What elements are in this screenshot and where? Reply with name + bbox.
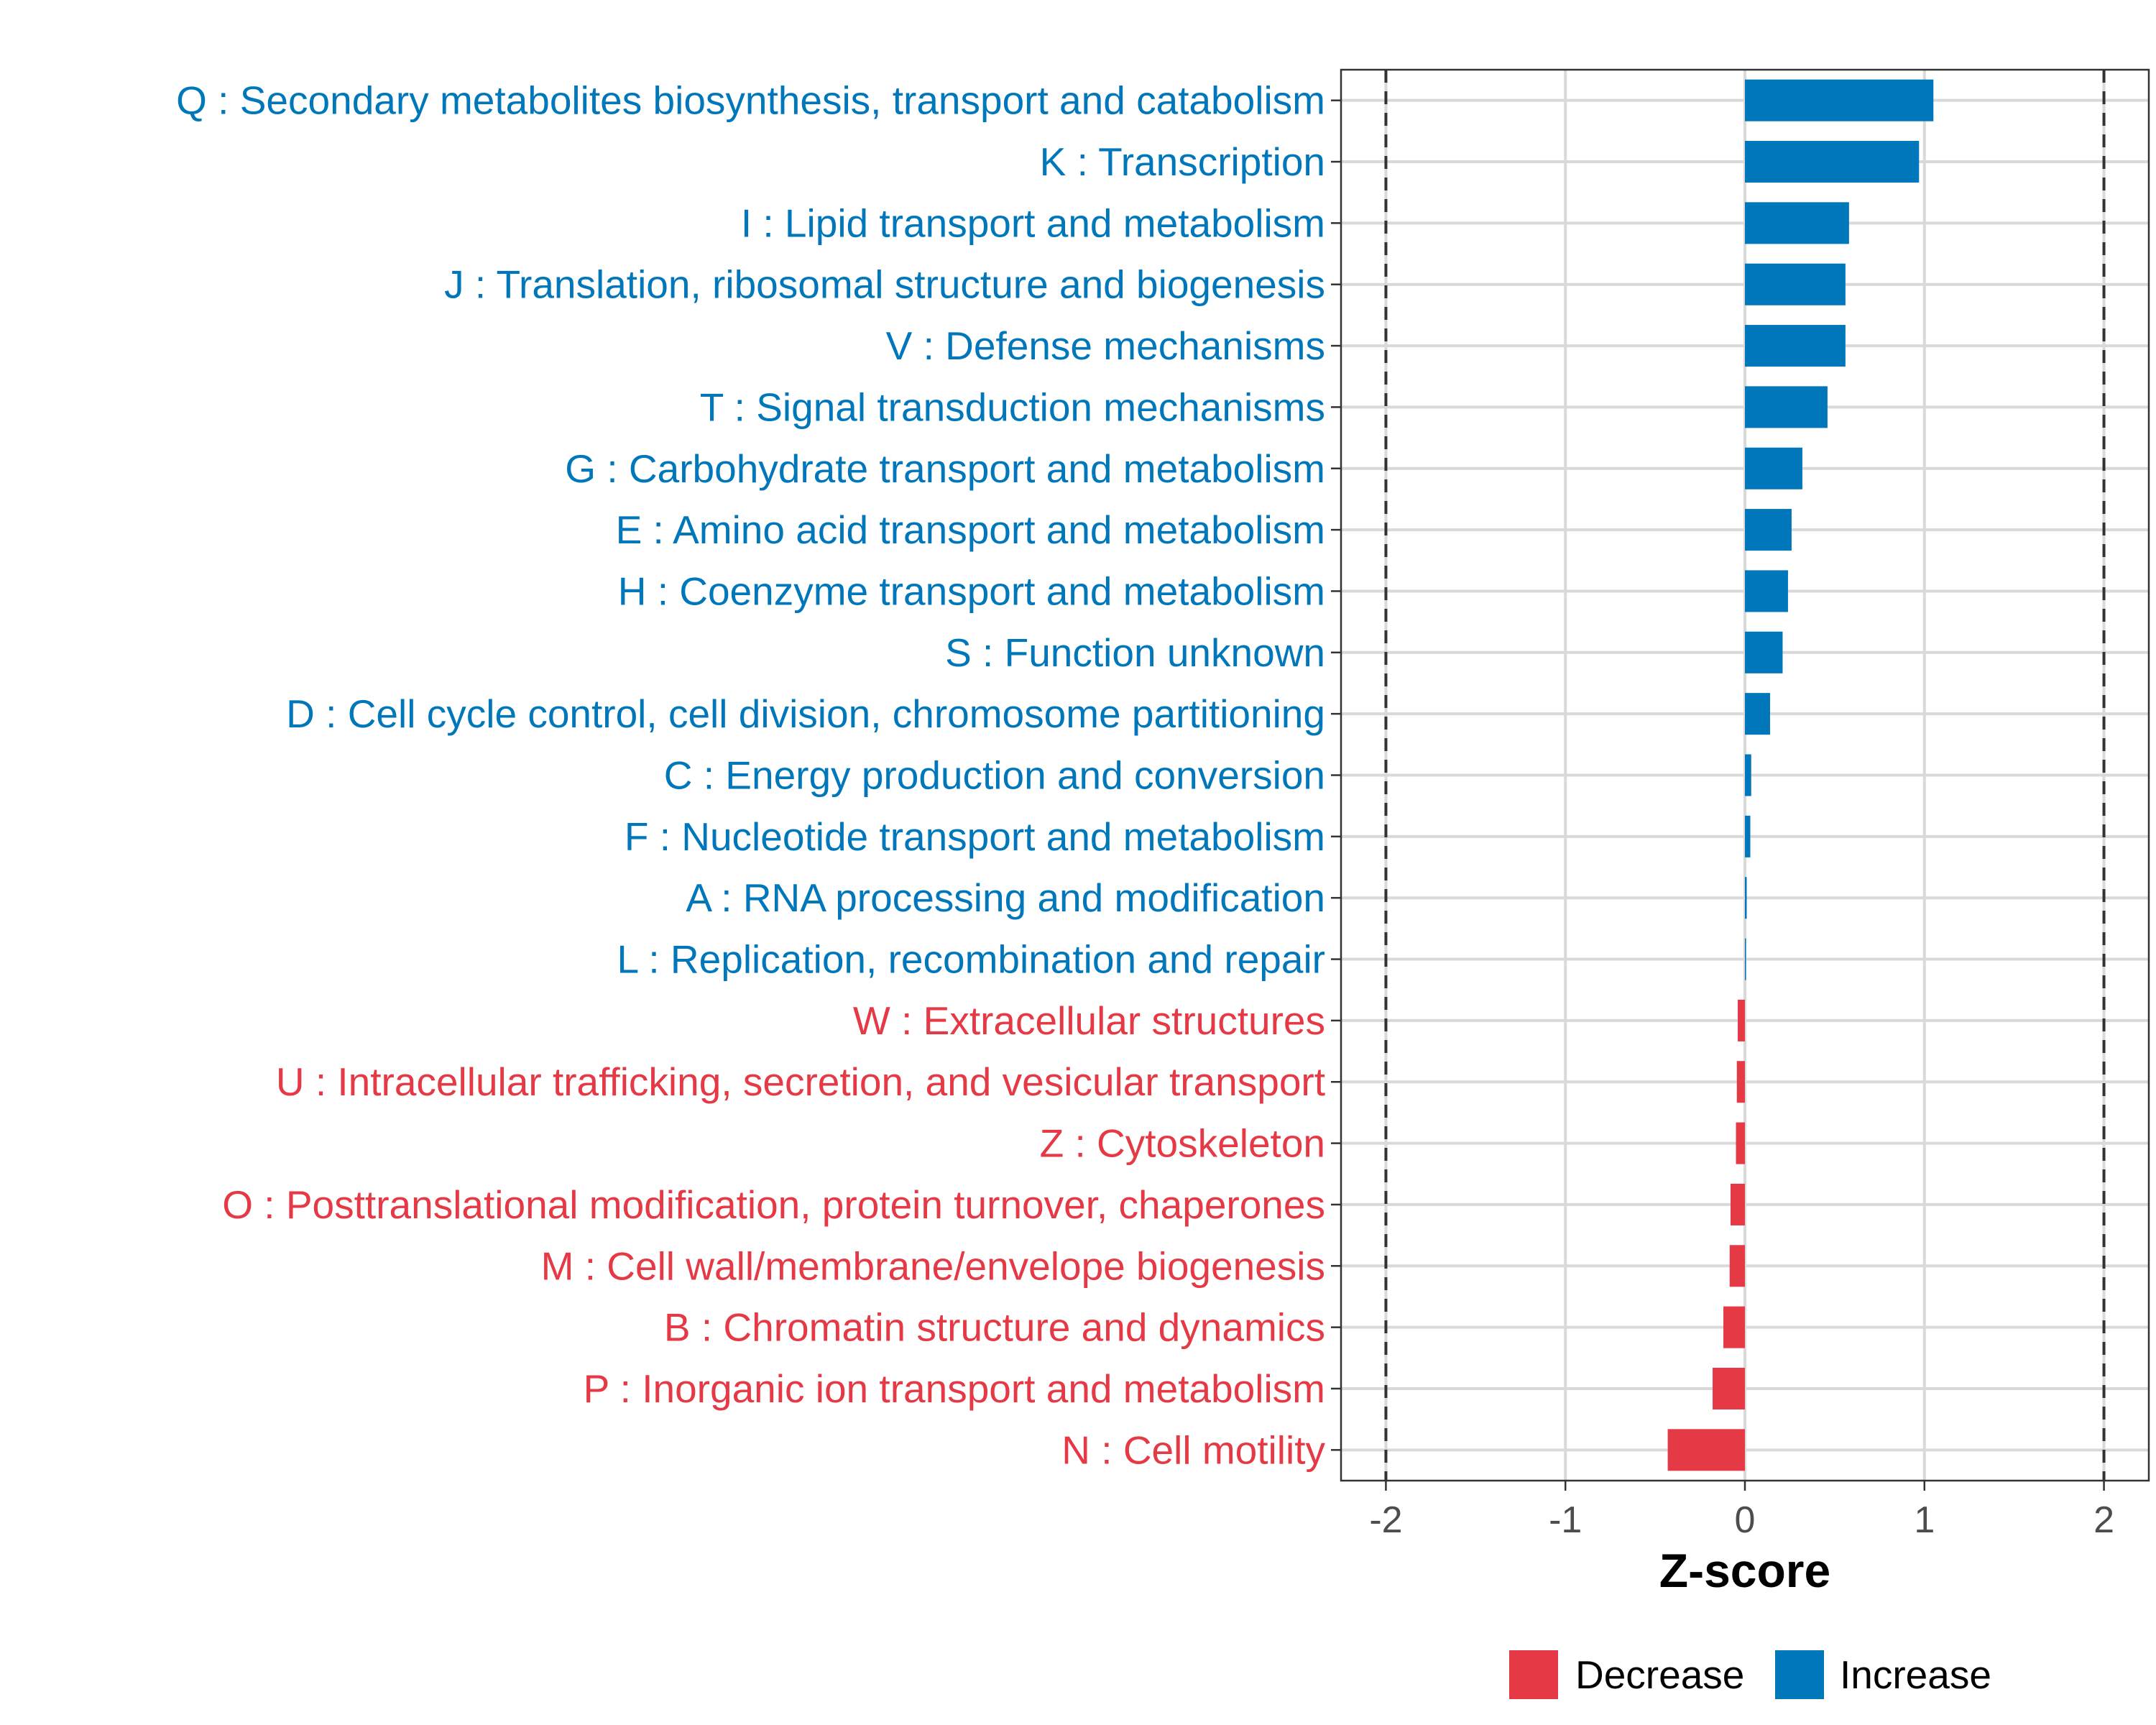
bar: [1713, 1367, 1745, 1409]
category-label: H : Coenzyme transport and metabolism: [618, 569, 1325, 613]
bar: [1745, 141, 1920, 183]
bar: [1745, 570, 1788, 612]
x-axis-ticks: -2 -1 0 1 2: [1369, 1481, 2114, 1541]
category-label: J : Translation, ribosomal structure and…: [444, 262, 1325, 307]
category-label: C : Energy production and conversion: [664, 753, 1325, 798]
bar: [1723, 1306, 1745, 1348]
legend: Decrease Increase: [1509, 1650, 1991, 1699]
legend-label-decrease: Decrease: [1575, 1652, 1744, 1697]
x-tick-label: 2: [2093, 1499, 2114, 1541]
category-label: Q : Secondary metabolites biosynthesis, …: [176, 78, 1325, 123]
bar: [1745, 754, 1751, 796]
legend-key-decrease: [1509, 1650, 1558, 1699]
x-tick-label: 0: [1735, 1499, 1756, 1541]
bar: [1736, 1061, 1745, 1103]
bar: [1745, 386, 1828, 428]
x-tick-label: -2: [1369, 1499, 1402, 1541]
category-label: L : Replication, recombination and repai…: [617, 937, 1325, 982]
legend-key-increase: [1775, 1650, 1824, 1699]
bar: [1745, 509, 1792, 551]
category-label: D : Cell cycle control, cell division, c…: [286, 691, 1325, 736]
category-label: B : Chromatin structure and dynamics: [664, 1305, 1325, 1350]
category-label: Z : Cytoskeleton: [1040, 1121, 1325, 1166]
bars: [1667, 79, 1934, 1471]
bar: [1736, 1122, 1745, 1164]
bar: [1745, 938, 1746, 980]
y-axis-ticks: [1331, 99, 1341, 1451]
category-label: U : Intracellular trafficking, secretion…: [276, 1059, 1325, 1104]
category-label: E : Amino acid transport and metabolism: [616, 507, 1325, 552]
bar: [1745, 815, 1751, 857]
bar: [1731, 1183, 1745, 1225]
category-label: T : Signal transduction mechanisms: [700, 385, 1325, 429]
category-labels: Q : Secondary metabolites biosynthesis, …: [176, 78, 1325, 1473]
bar: [1745, 447, 1802, 489]
category-label: W : Extracellular structures: [853, 998, 1325, 1043]
bar: [1745, 325, 1846, 367]
bar: [1745, 263, 1846, 305]
bar: [1745, 631, 1783, 673]
category-label: G : Carbohydrate transport and metabolis…: [565, 446, 1325, 491]
category-label: K : Transcription: [1040, 139, 1325, 184]
x-tick-label: -1: [1549, 1499, 1582, 1541]
category-label: O : Posttranslational modification, prot…: [222, 1182, 1325, 1227]
bar: [1745, 202, 1849, 244]
x-axis-title: Z-score: [1659, 1544, 1830, 1597]
legend-label-increase: Increase: [1840, 1652, 1991, 1697]
bar: [1745, 693, 1770, 735]
reference-lines: [1384, 70, 2106, 1481]
bar: [1745, 79, 1934, 121]
category-label: F : Nucleotide transport and metabolism: [625, 814, 1325, 859]
category-label: P : Inorganic ion transport and metaboli…: [584, 1366, 1325, 1411]
category-label: N : Cell motility: [1061, 1427, 1325, 1472]
bar: [1667, 1429, 1745, 1471]
category-label: M : Cell wall/membrane/envelope biogenes…: [541, 1243, 1325, 1288]
category-label: A : RNA processing and modification: [686, 875, 1325, 920]
bar: [1745, 877, 1747, 919]
category-label: S : Function unknown: [945, 630, 1325, 675]
bar: [1729, 1245, 1745, 1287]
bar: [1738, 999, 1745, 1041]
category-label: I : Lipid transport and metabolism: [741, 201, 1325, 245]
x-tick-label: 1: [1914, 1499, 1935, 1541]
category-label: V : Defense mechanisms: [886, 323, 1325, 368]
